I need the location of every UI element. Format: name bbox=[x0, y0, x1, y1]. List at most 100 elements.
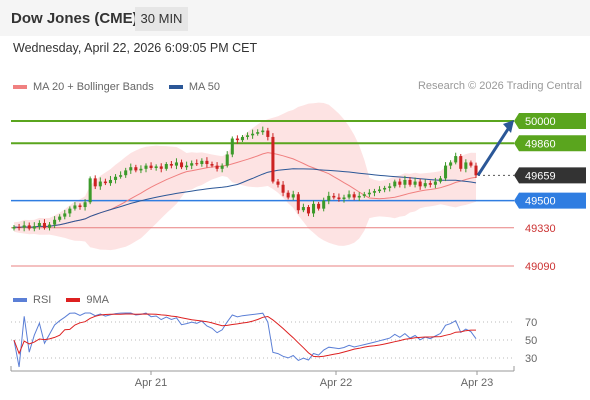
candle-body bbox=[144, 165, 148, 169]
level-label-49860: 49860 bbox=[514, 135, 586, 152]
candle-body bbox=[403, 179, 407, 185]
candle-body bbox=[48, 224, 52, 228]
candle-body bbox=[246, 135, 250, 137]
candle-89 bbox=[464, 159, 468, 173]
candle-51 bbox=[271, 133, 275, 184]
candle-body bbox=[159, 166, 163, 169]
rsi-tick-70: 70 bbox=[525, 317, 537, 329]
rsi-label: RSI bbox=[33, 294, 52, 306]
candle-54 bbox=[286, 190, 290, 200]
candle-body bbox=[195, 163, 199, 165]
level-text-49860: 49860 bbox=[525, 138, 556, 150]
candle-8 bbox=[53, 216, 57, 229]
candle-65 bbox=[342, 194, 346, 203]
candle-body bbox=[428, 183, 432, 185]
candle-23 bbox=[129, 163, 133, 174]
level-label-49659: 49659 bbox=[514, 167, 586, 184]
candle-70 bbox=[367, 189, 371, 198]
arrow-head bbox=[503, 120, 514, 133]
candle-body bbox=[266, 130, 270, 137]
candle-34 bbox=[185, 161, 189, 170]
copyright-text: Research © 2026 Trading Central bbox=[417, 80, 582, 92]
candle-66 bbox=[347, 190, 351, 200]
candle-body bbox=[469, 162, 473, 166]
ma50-line bbox=[13, 168, 477, 228]
level-text-49090: 49090 bbox=[525, 261, 556, 273]
forecast-arrow bbox=[476, 120, 514, 177]
candle-14 bbox=[83, 199, 87, 211]
candle-body bbox=[322, 200, 326, 209]
candle-78 bbox=[408, 177, 412, 187]
ma50-label: MA 50 bbox=[188, 81, 221, 93]
ma50-swatch bbox=[168, 85, 183, 89]
level-text-50000: 50000 bbox=[525, 116, 556, 128]
candle-body bbox=[317, 203, 321, 209]
candle-61 bbox=[322, 197, 326, 212]
candle-body bbox=[58, 216, 62, 220]
level-tag-49860 bbox=[514, 135, 586, 152]
level-tag-50000 bbox=[514, 113, 586, 129]
candle-80 bbox=[418, 178, 422, 190]
level-text-49659: 49659 bbox=[525, 170, 556, 182]
candle-4 bbox=[32, 222, 36, 232]
candle-body bbox=[367, 192, 371, 195]
chart-header: Dow Jones (CME) 30 MIN bbox=[0, 0, 590, 36]
candle-body bbox=[357, 195, 361, 198]
candle-0 bbox=[12, 225, 16, 231]
candle-27 bbox=[149, 162, 153, 170]
candle-60 bbox=[317, 201, 321, 211]
candle-body bbox=[37, 222, 41, 227]
legend-ma50: MA 50 bbox=[168, 81, 221, 93]
x-tick-label: Apr 23 bbox=[461, 377, 493, 389]
candle-body bbox=[235, 138, 239, 141]
rsi-swatch bbox=[13, 298, 27, 302]
candle-26 bbox=[144, 163, 148, 173]
candle-body bbox=[388, 186, 392, 188]
candle-29 bbox=[159, 163, 163, 173]
candle-body bbox=[12, 226, 16, 229]
candle-body bbox=[220, 165, 224, 169]
candle-body bbox=[251, 133, 255, 136]
candle-15 bbox=[88, 176, 92, 205]
candle-12 bbox=[73, 202, 77, 211]
candle-43 bbox=[230, 136, 234, 158]
candle-body bbox=[261, 130, 265, 133]
level-label-49500: 49500 bbox=[514, 192, 586, 209]
candle-body bbox=[68, 208, 72, 214]
candle-body bbox=[124, 170, 128, 176]
candle-body bbox=[103, 181, 107, 184]
arrow-shaft bbox=[476, 125, 512, 177]
candle-body bbox=[347, 194, 351, 198]
ma20-swatch bbox=[13, 85, 27, 89]
level-tag-49500 bbox=[514, 192, 586, 209]
candle-88 bbox=[459, 153, 463, 172]
level-label-50000: 50000 bbox=[514, 113, 586, 129]
candle-11 bbox=[68, 206, 72, 217]
candle-20 bbox=[114, 174, 118, 184]
candle-87 bbox=[454, 152, 458, 165]
candle-73 bbox=[383, 185, 387, 193]
candle-68 bbox=[357, 192, 361, 201]
main-legend: MA 20 + Bollinger Bands MA 50 bbox=[13, 80, 232, 93]
price-levels: 50000 49860 49659 49500 49330 49090 bbox=[11, 113, 586, 273]
candle-body bbox=[337, 197, 341, 200]
candle-body bbox=[342, 197, 346, 200]
candle-body bbox=[378, 189, 382, 192]
candle-1 bbox=[17, 223, 21, 231]
candle-71 bbox=[372, 188, 376, 197]
legend-ma20: MA 20 + Bollinger Bands bbox=[13, 81, 154, 93]
candle-77 bbox=[403, 175, 407, 189]
rsi-tick-50: 50 bbox=[525, 335, 537, 347]
candle-48 bbox=[256, 129, 260, 136]
candle-body bbox=[276, 181, 280, 185]
candle-body bbox=[83, 202, 87, 208]
candle-body bbox=[449, 162, 453, 166]
candle-45 bbox=[240, 135, 244, 143]
candle-body bbox=[27, 225, 31, 229]
rsi-tick-30: 30 bbox=[525, 353, 537, 365]
candle-body bbox=[474, 165, 478, 176]
timeframe-badge[interactable]: 30 MIN bbox=[135, 7, 188, 31]
candle-33 bbox=[180, 159, 184, 170]
candle-39 bbox=[210, 161, 214, 168]
